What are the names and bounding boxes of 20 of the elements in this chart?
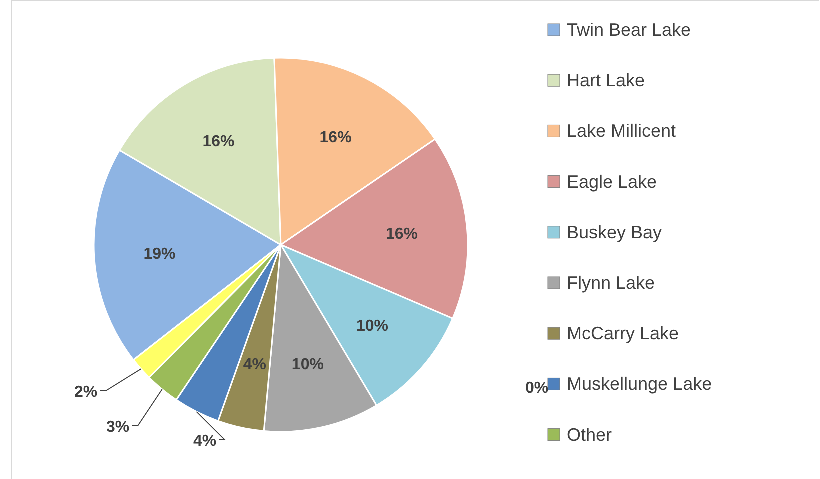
legend-label: Muskellunge Lake — [567, 374, 712, 394]
data-label: 10% — [292, 356, 324, 374]
legend-label: Hart Lake — [567, 70, 646, 91]
data-label: 4% — [243, 356, 266, 374]
legend-label: Twin Bear Lake — [567, 20, 692, 40]
data-label: 3% — [106, 419, 130, 436]
data-label: 19% — [144, 246, 176, 264]
legend-label: Lake Millicent — [567, 121, 676, 142]
data-label: 10% — [356, 318, 388, 336]
data-label: 16% — [386, 226, 418, 244]
text: 0% — [525, 380, 549, 397]
legend-label: McCarry Lake — [567, 324, 680, 344]
data-label: 4% — [193, 433, 217, 450]
legend-label: Flynn Lake — [567, 273, 656, 293]
data-label: 16% — [320, 130, 352, 146]
legend-label: Other — [567, 424, 612, 445]
legend-label: Buskey Bay — [567, 222, 662, 242]
data-label: 2% — [74, 384, 98, 401]
legend-label: Eagle Lake — [567, 172, 658, 192]
data-label: 16% — [202, 134, 235, 151]
